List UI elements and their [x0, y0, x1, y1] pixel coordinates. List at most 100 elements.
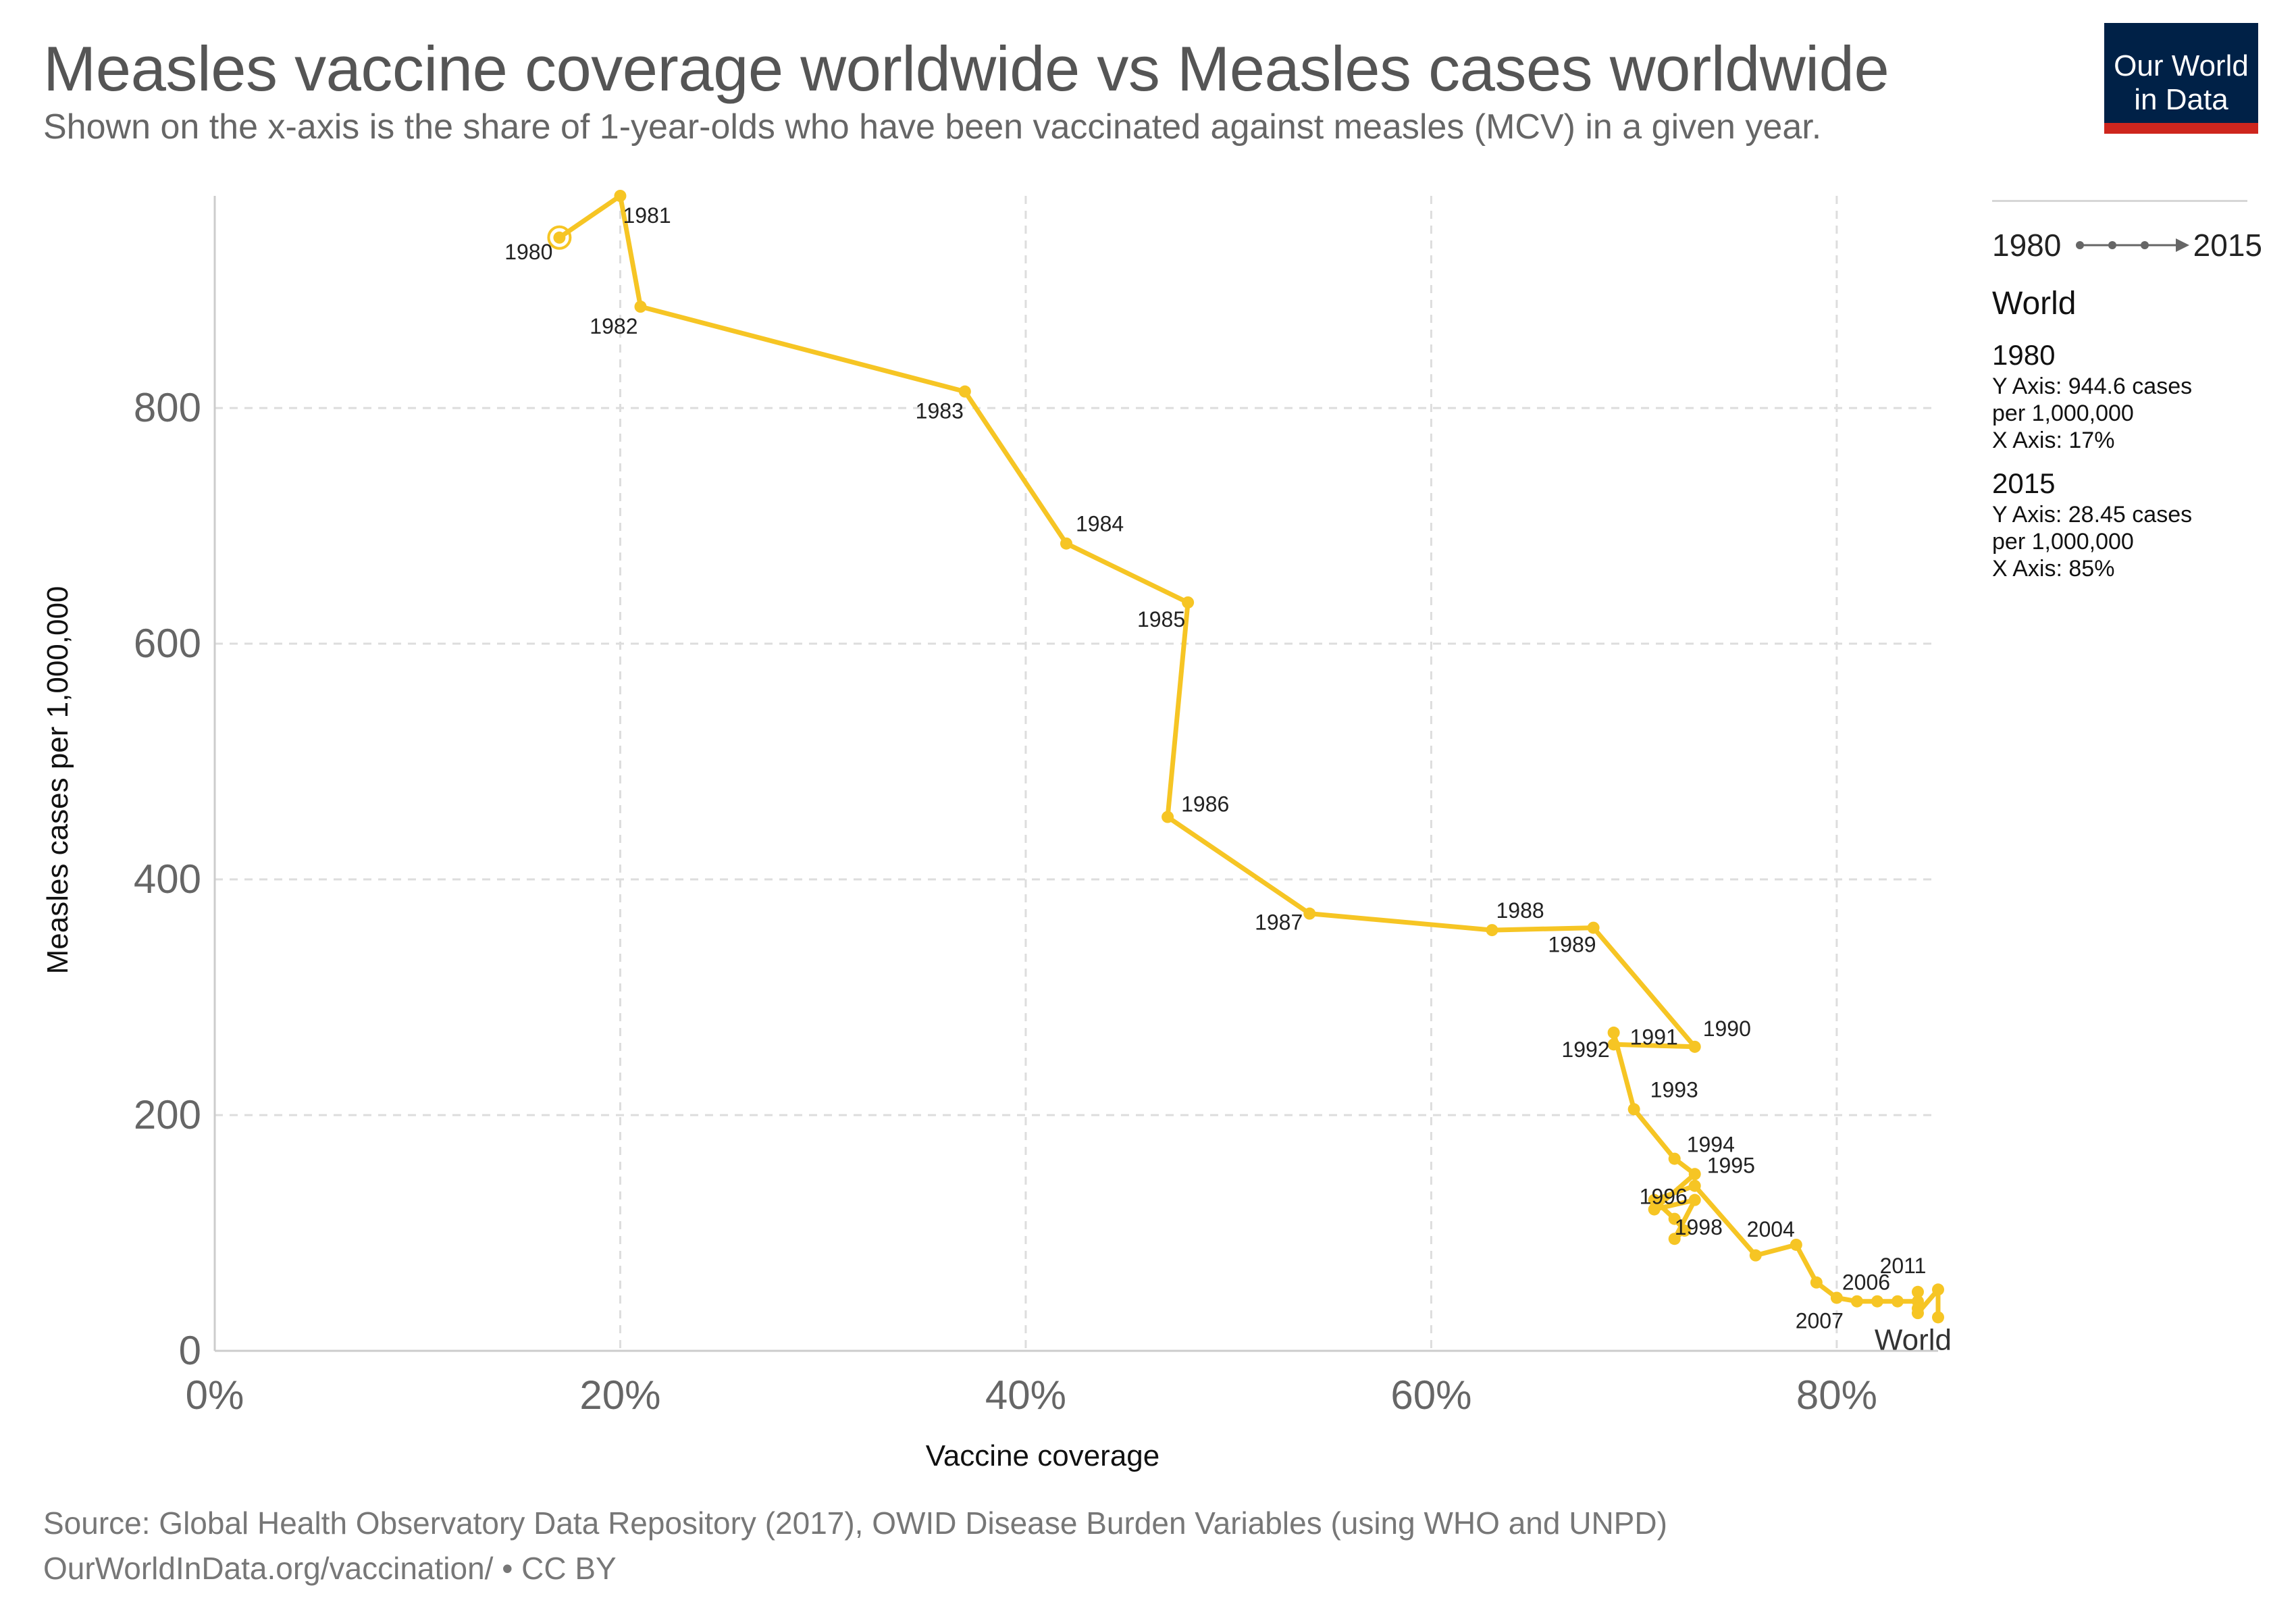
legend-first-y: Y Axis: 944.6 cases: [1992, 374, 2193, 399]
point-label: 1984: [1076, 512, 1124, 536]
y-tick-label: 600: [134, 621, 201, 666]
point-labels: 1980 1981 1982 1983 1984 1985 1986 1987 19881989…: [504, 203, 1926, 1333]
data-point[interactable]: [634, 301, 647, 313]
point-label: 1983: [916, 399, 964, 423]
timeline-range[interactable]: 1980 2015: [1992, 227, 2262, 265]
legend-entity-name: World: [1992, 286, 2077, 321]
point-label: 2007: [1796, 1309, 1844, 1333]
legend-last-values: Y Axis: 28.45 cases per 1,000,000 X Axis…: [1992, 501, 2235, 582]
point-label: 1991: [1630, 1025, 1678, 1049]
logo-line-1: Our World: [2114, 49, 2249, 82]
point-label: 1986: [1181, 792, 1229, 817]
scatter-chart: 0 200 400 600 800 0% 20% 40% 60% 80% 1980 1981 1982…: [41, 190, 1952, 1472]
data-point[interactable]: [1871, 1295, 1883, 1308]
data-point[interactable]: [1607, 1038, 1620, 1051]
point-label: 1995: [1707, 1153, 1755, 1177]
data-point[interactable]: [1830, 1291, 1843, 1304]
point-label: 2011: [1880, 1254, 1927, 1278]
data-point[interactable]: [1668, 1233, 1681, 1245]
chart-subtitle: Shown on the x-axis is the share of 1-ye…: [43, 107, 1822, 147]
legend-last-y-unit: per 1,000,000: [1992, 529, 2134, 555]
data-point[interactable]: [1668, 1152, 1681, 1165]
y-tick-label: 200: [134, 1092, 201, 1137]
legend-divider: [1992, 200, 2247, 202]
legend-first-year: 1980: [1992, 339, 2056, 371]
data-point[interactable]: [1182, 596, 1195, 609]
source-note: Source: Global Health Observatory Data R…: [43, 1506, 1667, 1541]
data-point[interactable]: [614, 190, 627, 202]
data-point[interactable]: [1587, 921, 1600, 934]
y-tick-label: 800: [134, 385, 201, 430]
chart-title: Measles vaccine coverage worldwide vs Me…: [43, 33, 1889, 104]
point-label: 2006: [1842, 1270, 1890, 1294]
point-label: 1988: [1496, 898, 1544, 923]
series-world[interactable]: [547, 190, 1944, 1324]
legend-first-y-unit: per 1,000,000: [1992, 401, 2134, 427]
y-tick-label: 0: [179, 1328, 201, 1373]
point-label: 1980: [504, 240, 552, 264]
point-label: 1994: [1687, 1133, 1735, 1157]
data-point[interactable]: [1932, 1283, 1944, 1296]
data-point[interactable]: [1810, 1276, 1823, 1289]
data-point[interactable]: [1891, 1295, 1904, 1308]
x-tick-label: 40%: [985, 1372, 1066, 1418]
data-point[interactable]: [958, 385, 971, 398]
point-label: 1998: [1675, 1215, 1723, 1239]
data-point[interactable]: [1162, 810, 1174, 823]
legend-last-year: 2015: [1992, 467, 2056, 499]
data-point[interactable]: [1911, 1285, 1924, 1298]
y-tick-label: 400: [134, 856, 201, 902]
x-tick-label: 80%: [1796, 1372, 1877, 1418]
x-tick-label: 20%: [579, 1372, 660, 1418]
point-label: 1989: [1548, 933, 1596, 957]
data-point[interactable]: [1688, 1040, 1701, 1053]
chart-footer: Source: Global Health Observatory Data R…: [43, 1501, 1667, 1591]
point-label: 1985: [1137, 607, 1185, 632]
data-point[interactable]: [1688, 1179, 1701, 1192]
data-point[interactable]: [1678, 1225, 1691, 1237]
point-label: 2004: [1747, 1217, 1795, 1241]
legend-last-y: Y Axis: 28.45 cases: [1992, 502, 2193, 528]
point-label: 1996: [1640, 1185, 1688, 1209]
legend-first-x: X Axis: 17%: [1992, 428, 2115, 454]
legend-first-values: Y Axis: 944.6 cases per 1,000,000 X Axis…: [1992, 373, 2235, 454]
data-point[interactable]: [1688, 1168, 1701, 1181]
data-point[interactable]: [553, 231, 566, 244]
data-point[interactable]: [1648, 1193, 1661, 1206]
data-point[interactable]: [1932, 1311, 1944, 1324]
owid-logo[interactable]: Our World in Data: [2104, 23, 2258, 134]
data-point[interactable]: [1850, 1295, 1863, 1308]
point-label: 1987: [1255, 910, 1303, 935]
x-tick-label: 60%: [1390, 1372, 1471, 1418]
point-label: 1990: [1703, 1017, 1751, 1041]
timeline-end-year[interactable]: 2015: [2193, 228, 2262, 263]
gridlines: [215, 196, 1938, 1351]
logo-accent-bar: [2104, 123, 2258, 134]
point-label: 1993: [1650, 1077, 1698, 1102]
tick-labels: 0 200 400 600 800 0% 20% 40% 60% 80%: [134, 385, 1877, 1418]
timeline-start-year[interactable]: 1980: [1992, 228, 2062, 263]
point-label: 1981: [623, 203, 671, 228]
data-point[interactable]: [1486, 924, 1498, 937]
source-url[interactable]: OurWorldInData.org/vaccination/ • CC BY: [43, 1550, 617, 1586]
entity-label-world[interactable]: World: [1875, 1323, 1952, 1356]
data-point[interactable]: [1607, 1026, 1620, 1039]
data-point[interactable]: [1627, 1103, 1640, 1116]
point-label: 1982: [590, 314, 637, 338]
timeline-arrow-icon: [2076, 238, 2189, 252]
data-point[interactable]: [1303, 907, 1316, 920]
data-point[interactable]: [1688, 1193, 1701, 1206]
axes: [213, 196, 1938, 1352]
y-axis-label: Measles cases per 1,000,000: [41, 586, 74, 975]
data-point[interactable]: [1060, 537, 1072, 550]
x-axis-label: Vaccine coverage: [926, 1439, 1160, 1472]
data-point[interactable]: [1668, 1212, 1681, 1225]
data-point[interactable]: [1911, 1307, 1924, 1320]
data-point[interactable]: [1648, 1203, 1661, 1216]
start-point-marker: [547, 225, 572, 250]
data-point[interactable]: [1790, 1238, 1802, 1251]
legend-last-x: X Axis: 85%: [1992, 556, 2115, 582]
x-tick-label: 0%: [186, 1372, 244, 1418]
data-point[interactable]: [1749, 1249, 1762, 1262]
point-label: 1992: [1561, 1037, 1609, 1062]
